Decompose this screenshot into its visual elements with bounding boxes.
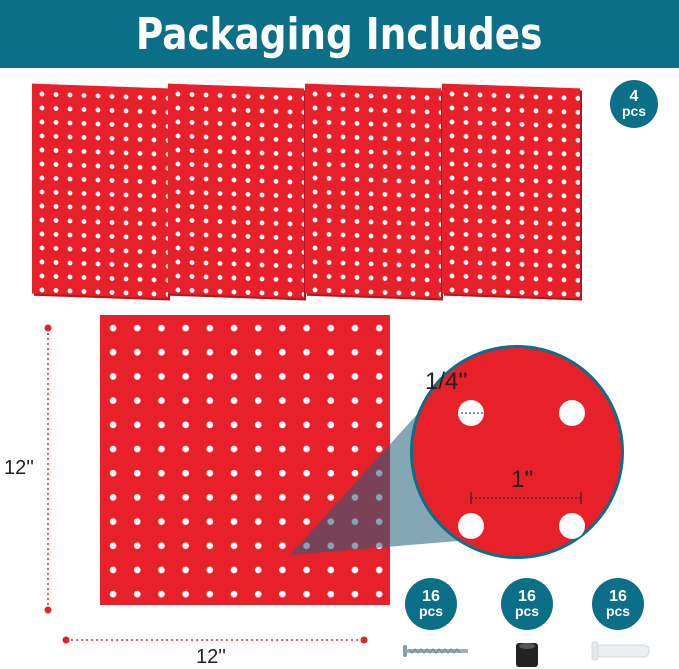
anchor-count-badge: 16 pcs bbox=[592, 578, 644, 630]
hole bbox=[559, 400, 585, 426]
hole-spacing-label: 1'' bbox=[511, 466, 534, 493]
page-title: Packaging Includes bbox=[136, 8, 543, 60]
badge-unit: pcs bbox=[418, 603, 444, 619]
screw-count-badge: 16 pcs bbox=[405, 578, 457, 630]
panels-count-badge: 4 pcs bbox=[610, 80, 658, 128]
hardware-images bbox=[403, 641, 650, 667]
spacer-count-badge: 16 pcs bbox=[501, 578, 553, 630]
screw-icon bbox=[403, 645, 468, 657]
wall-anchor-icon bbox=[591, 641, 650, 661]
pegboard-panel-large bbox=[100, 315, 390, 605]
hole bbox=[559, 513, 585, 539]
hole-size-label: 1/4'' bbox=[425, 368, 468, 395]
badge-count: 4 bbox=[629, 88, 639, 105]
badge-count: 16 bbox=[609, 588, 627, 605]
hole-detail-magnifier: 1/4'' 1'' bbox=[410, 345, 624, 559]
badge-unit: pcs bbox=[621, 103, 647, 119]
width-label: 12'' bbox=[196, 646, 226, 668]
badge-count: 16 bbox=[518, 588, 536, 605]
badge-count: 16 bbox=[422, 588, 440, 605]
dimension-lines bbox=[44, 324, 368, 644]
hole bbox=[458, 513, 484, 539]
badge-unit: pcs bbox=[514, 603, 540, 619]
height-label: 12'' bbox=[4, 457, 34, 479]
spacer-icon bbox=[516, 643, 538, 667]
badge-unit: pcs bbox=[605, 603, 631, 619]
header-banner: Packaging Includes bbox=[0, 0, 679, 68]
